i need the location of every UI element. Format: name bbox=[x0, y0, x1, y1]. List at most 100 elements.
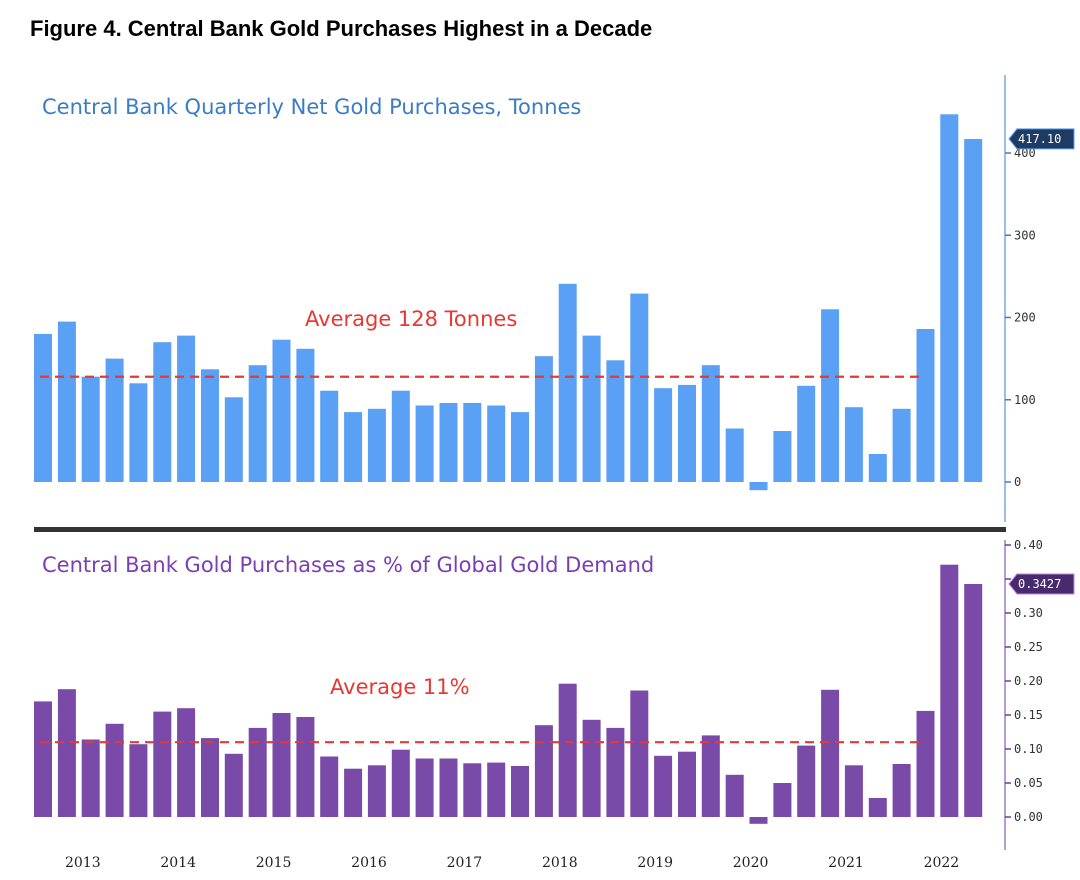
top-bar bbox=[463, 403, 482, 482]
panel-separator bbox=[34, 527, 1006, 532]
top-bar bbox=[367, 408, 386, 482]
bottom-bar bbox=[415, 758, 434, 817]
bottom-last-value-label: 0.3427 bbox=[1018, 577, 1061, 591]
top-bar bbox=[844, 407, 863, 482]
top-bar bbox=[511, 412, 529, 482]
bottom-y-tick-label: 0.10 bbox=[1014, 742, 1043, 756]
bottom-bar bbox=[511, 766, 529, 817]
top-bar bbox=[296, 348, 315, 482]
x-tick-label: 2015 bbox=[256, 855, 292, 871]
bottom-bar bbox=[320, 756, 339, 817]
bottom-bar bbox=[940, 564, 959, 817]
bottom-bar bbox=[606, 727, 625, 817]
top-bar bbox=[821, 309, 840, 482]
bottom-panel: Average 11% Central Bank Gold Purchases a… bbox=[34, 538, 1075, 850]
bottom-bar bbox=[844, 765, 863, 817]
bottom-bar bbox=[391, 749, 410, 817]
x-tick-label: 2020 bbox=[733, 855, 769, 871]
x-axis: 2013 2014 2015 2016 2017 2018 2019 2020 2021 2022 bbox=[65, 855, 959, 871]
top-panel-title: Central Bank Quarterly Net Gold Purchase… bbox=[42, 95, 581, 119]
top-bar bbox=[344, 412, 363, 482]
x-tick-label: 2018 bbox=[542, 855, 578, 871]
top-bar bbox=[415, 405, 434, 482]
top-last-value-pill bbox=[1008, 128, 1075, 150]
top-bar bbox=[678, 384, 696, 482]
bottom-y-tick-label: 0.05 bbox=[1014, 776, 1043, 790]
bottom-y-tick-label: 0.30 bbox=[1014, 606, 1043, 620]
top-bar bbox=[34, 333, 52, 482]
top-bar bbox=[224, 397, 243, 482]
bottom-bar bbox=[153, 711, 172, 817]
top-bar bbox=[582, 335, 601, 482]
bottom-bar bbox=[201, 738, 219, 817]
bottom-bar bbox=[678, 751, 696, 817]
bottom-bar bbox=[296, 717, 315, 817]
bottom-bar bbox=[129, 744, 148, 817]
top-bar bbox=[81, 376, 100, 482]
bottom-panel-title: Central Bank Gold Purchases as % of Glob… bbox=[42, 553, 654, 577]
top-bar bbox=[391, 390, 410, 482]
bottom-bar bbox=[892, 764, 911, 817]
bottom-bar bbox=[534, 725, 553, 817]
top-y-tick-label: 400 bbox=[1014, 146, 1036, 160]
bottom-bar bbox=[177, 708, 196, 817]
top-bar bbox=[248, 365, 267, 482]
bottom-y-tick-label: 0.25 bbox=[1014, 640, 1043, 654]
bottom-bar bbox=[272, 713, 291, 817]
top-bar bbox=[940, 114, 959, 483]
top-y-tick-label: 200 bbox=[1014, 311, 1036, 325]
top-bar bbox=[654, 388, 673, 482]
bottom-bar bbox=[105, 723, 124, 817]
top-bar bbox=[606, 360, 625, 482]
top-bar bbox=[105, 358, 124, 482]
bottom-bar bbox=[248, 727, 267, 817]
top-bar bbox=[153, 342, 172, 482]
top-bar bbox=[630, 293, 649, 482]
bottom-bar bbox=[773, 783, 792, 817]
x-tick-label: 2022 bbox=[924, 855, 960, 871]
bottom-y-tick-label: 0.15 bbox=[1014, 708, 1043, 722]
top-bar bbox=[725, 428, 744, 482]
bottom-y-tick-label: 0.20 bbox=[1014, 674, 1043, 688]
bottom-bar bbox=[439, 758, 458, 817]
top-bar bbox=[868, 454, 887, 482]
bottom-bar bbox=[344, 768, 363, 817]
top-bar bbox=[57, 321, 76, 482]
top-bar bbox=[773, 431, 792, 482]
bottom-bar bbox=[701, 735, 720, 817]
x-tick-label: 2016 bbox=[351, 855, 387, 871]
x-tick-label: 2017 bbox=[447, 855, 483, 871]
x-tick-label: 2014 bbox=[160, 855, 196, 871]
top-y-tick-label: 0 bbox=[1014, 475, 1021, 489]
bottom-bar bbox=[487, 762, 506, 817]
top-bar bbox=[916, 329, 935, 482]
top-bar bbox=[272, 339, 291, 482]
top-bar bbox=[129, 383, 148, 482]
bottom-bar bbox=[654, 755, 673, 817]
top-y-tick-label: 300 bbox=[1014, 228, 1036, 242]
bottom-bar bbox=[821, 689, 840, 817]
top-bar bbox=[797, 385, 816, 482]
top-bar bbox=[534, 356, 553, 482]
top-bar bbox=[964, 139, 983, 482]
bottom-bar bbox=[463, 763, 482, 817]
bottom-last-value-pill bbox=[1008, 573, 1075, 595]
top-panel: Average 128 Tonnes Central Bank Quarterly… bbox=[34, 75, 1075, 532]
bottom-bar bbox=[367, 765, 386, 817]
x-tick-label: 2021 bbox=[828, 855, 864, 871]
bottom-bar bbox=[224, 753, 243, 817]
bottom-bar bbox=[916, 710, 935, 817]
bottom-bar bbox=[582, 719, 601, 817]
bottom-y-tick-label: 0.40 bbox=[1014, 538, 1043, 552]
bottom-bar bbox=[964, 584, 983, 817]
bottom-bar bbox=[558, 683, 577, 817]
top-average-label: Average 128 Tonnes bbox=[305, 307, 517, 331]
top-bar bbox=[320, 390, 339, 482]
top-bar bbox=[701, 365, 720, 482]
top-bar bbox=[892, 408, 911, 482]
top-bar bbox=[487, 405, 506, 482]
bottom-bar bbox=[34, 701, 52, 817]
bottom-bar bbox=[81, 739, 100, 817]
bottom-bar bbox=[797, 745, 816, 817]
